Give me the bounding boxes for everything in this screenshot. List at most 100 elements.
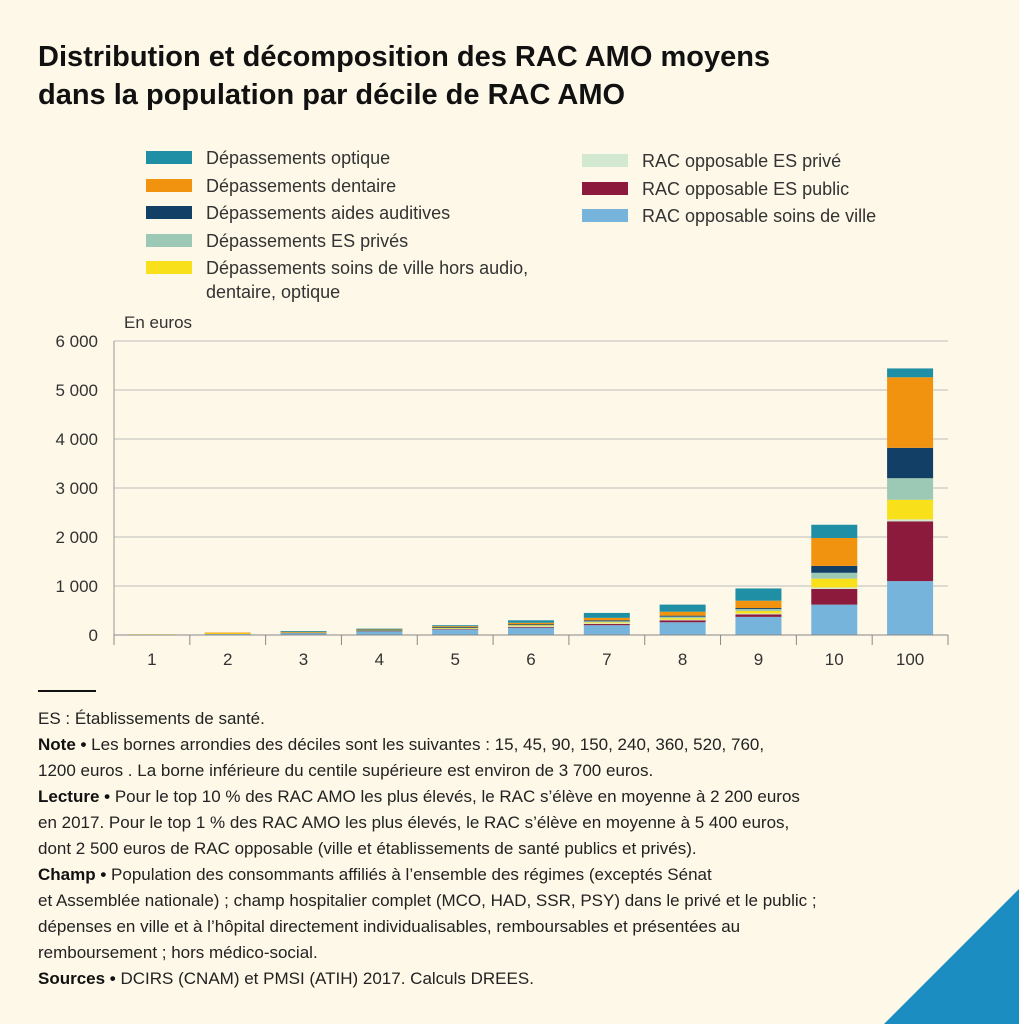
y-axis-unit-label: En euros bbox=[124, 313, 192, 332]
x-tick-label: 2 bbox=[223, 650, 232, 669]
legend-label: Dépassements optique bbox=[206, 148, 391, 168]
bar-segment bbox=[887, 499, 934, 520]
champ-line: Population des consommants affiliés à l’… bbox=[106, 865, 712, 884]
bar-segment bbox=[508, 627, 554, 635]
bar-segment bbox=[356, 629, 403, 631]
bar-segment bbox=[811, 572, 858, 579]
bar-segment bbox=[735, 608, 782, 610]
legend-item-depassements-dentaire: Dépassements dentaire bbox=[146, 174, 396, 198]
legend-label: Dépassements dentaire bbox=[206, 176, 397, 196]
bar-segment bbox=[659, 622, 706, 635]
x-tick-label: 5 bbox=[450, 650, 459, 669]
bar-segment bbox=[583, 623, 630, 625]
y-tick-label: 1 000 bbox=[55, 577, 98, 596]
bar-segment bbox=[887, 521, 934, 582]
x-tick-label: 6 bbox=[526, 650, 535, 669]
bar-segment bbox=[583, 617, 630, 621]
es-definition: ES : Établissements de santé. bbox=[38, 709, 265, 728]
champ-line: et Assemblée nationale) ; champ hospital… bbox=[38, 891, 817, 910]
sources-label: Sources • bbox=[38, 969, 116, 988]
legend-swatch bbox=[582, 154, 628, 167]
bar-segment bbox=[735, 614, 782, 617]
bar-segment bbox=[356, 629, 403, 630]
legend-label: Dépassements aides auditives bbox=[206, 203, 451, 223]
y-tick-label: 2 000 bbox=[55, 528, 98, 547]
y-tick-label: 4 000 bbox=[55, 430, 98, 449]
bar-segment bbox=[508, 625, 554, 627]
chart-title-line-2: dans la population par décile de RAC AMO bbox=[38, 79, 626, 111]
legend-swatch bbox=[146, 206, 192, 219]
stacked-bar-chart: En euros 0 1 000 2 000 3 000 4 000 5 000 6 000 1… bbox=[55, 313, 949, 669]
bar-segment bbox=[659, 618, 706, 620]
bar-segment bbox=[811, 578, 858, 588]
bar-segment bbox=[583, 612, 630, 618]
y-tick-label: 6 000 bbox=[55, 332, 98, 351]
note-paragraph: Note • Les bornes arrondies des déciles … bbox=[38, 732, 998, 784]
bar-segment bbox=[887, 368, 934, 378]
bar-segment bbox=[735, 588, 782, 601]
corner-triangle-decoration bbox=[884, 889, 1019, 1024]
x-tick-label: 100 bbox=[896, 650, 924, 669]
bar-segment bbox=[811, 524, 858, 538]
bar-segment bbox=[811, 587, 858, 589]
bar-segment bbox=[659, 611, 706, 616]
lecture-line: dont 2 500 euros de RAC opposable (ville… bbox=[38, 839, 697, 858]
legend-swatch bbox=[146, 234, 192, 247]
legend-item-rac-opposable-es-prive: RAC opposable ES privé bbox=[582, 149, 841, 173]
note-line: Les bornes arrondies des déciles sont le… bbox=[86, 735, 765, 754]
notes-block: ES : Établissements de santé. Note • Les… bbox=[38, 706, 998, 992]
bar-segment bbox=[887, 447, 934, 479]
bar-segment bbox=[811, 604, 858, 635]
legend-swatch bbox=[146, 151, 192, 164]
bar-segment bbox=[432, 629, 479, 635]
bar-segment bbox=[280, 631, 327, 633]
bar-segment bbox=[204, 632, 251, 634]
x-tick-label: 10 bbox=[825, 650, 844, 669]
bar-segment bbox=[583, 621, 630, 623]
bar-segment bbox=[887, 377, 934, 448]
bar-segment bbox=[735, 613, 782, 615]
legend-item-rac-opposable-es-public: RAC opposable ES public bbox=[582, 177, 849, 201]
lecture-paragraph: Lecture • Pour le top 10 % des RAC AMO l… bbox=[38, 784, 998, 862]
chart-title: Distribution et décomposition des RAC AM… bbox=[38, 38, 938, 114]
bar-segment bbox=[583, 625, 630, 635]
legend-label: dentaire, optique bbox=[206, 282, 341, 302]
y-tick-label: 0 bbox=[89, 626, 98, 645]
x-tick-label: 1 bbox=[147, 650, 156, 669]
legend-item-depassements-soins-de-ville: Dépassements soins de ville hors audio, … bbox=[146, 256, 528, 304]
bar-segment bbox=[583, 622, 630, 624]
bar-segment bbox=[204, 632, 251, 635]
legend-label: RAC opposable ES privé bbox=[642, 151, 842, 171]
legend-swatch bbox=[582, 209, 628, 222]
bar-segment bbox=[356, 631, 403, 635]
champ-line: remboursement ; hors médico-social. bbox=[38, 943, 318, 962]
bar-segment bbox=[811, 565, 858, 573]
bar-segment bbox=[432, 628, 479, 630]
bar-segment bbox=[508, 624, 554, 626]
bar-segment bbox=[735, 616, 782, 635]
legend-item-depassements-optique: Dépassements optique bbox=[146, 146, 390, 170]
x-tick-label: 4 bbox=[375, 650, 384, 669]
note-label: Note • bbox=[38, 735, 87, 754]
x-tick-label: 9 bbox=[754, 650, 763, 669]
bar-segment bbox=[508, 620, 554, 623]
legend-swatch bbox=[146, 261, 192, 274]
note-line: 1200 euros . La borne inférieure du cent… bbox=[38, 761, 654, 780]
bar-segment bbox=[583, 623, 630, 626]
lecture-label: Lecture • bbox=[38, 787, 111, 806]
bar-segment bbox=[356, 628, 403, 630]
champ-line: dépenses en ville et à l’hôpital directe… bbox=[38, 917, 741, 936]
bar-segment bbox=[508, 624, 554, 626]
x-tick-label: 3 bbox=[299, 650, 308, 669]
x-tick-label: 7 bbox=[602, 650, 611, 669]
y-tick-label: 5 000 bbox=[55, 381, 98, 400]
lecture-line: en 2017. Pour le top 1 % des RAC AMO les… bbox=[38, 813, 790, 832]
notes-divider bbox=[38, 690, 96, 692]
legend-item-depassements-aides-auditives: Dépassements aides auditives bbox=[146, 201, 450, 225]
bar-segment bbox=[432, 627, 479, 629]
y-tick-label: 3 000 bbox=[55, 479, 98, 498]
bar-segment bbox=[887, 519, 934, 522]
sources-text: DCIRS (CNAM) et PMSI (ATIH) 2017. Calcul… bbox=[115, 969, 534, 988]
bar-segment bbox=[735, 600, 782, 609]
bar-segment bbox=[811, 537, 858, 566]
